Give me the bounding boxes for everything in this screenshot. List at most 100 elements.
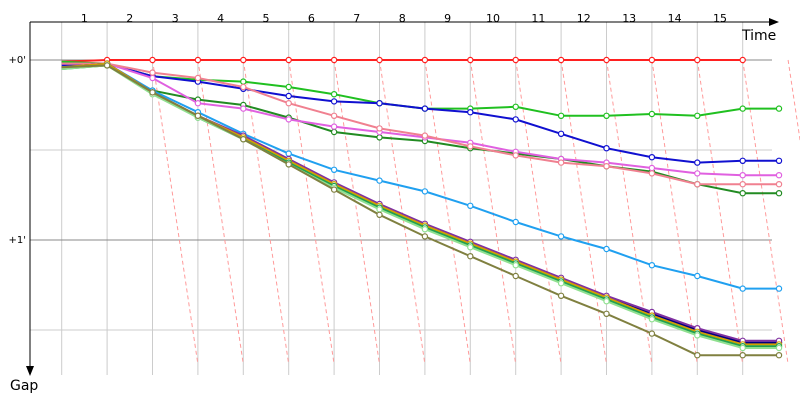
y-tick-label: +1': [9, 235, 27, 246]
y-axis-arrow: [26, 366, 34, 376]
lap-guide-line: [379, 59, 426, 365]
lap-guide-line: [469, 59, 517, 365]
data-point: [467, 108, 474, 116]
data-point: [330, 123, 338, 130]
data-point: [330, 112, 338, 120]
data-point: [194, 99, 202, 107]
data-point: [648, 330, 656, 337]
series-1: [61, 60, 783, 120]
data-point: [512, 152, 519, 159]
series-0: [61, 56, 746, 64]
data-point: [421, 225, 429, 233]
data-point: [557, 233, 565, 240]
data-point: [330, 186, 338, 193]
series-line: [61, 62, 780, 346]
data-point: [285, 92, 292, 100]
data-point: [648, 316, 656, 323]
data-point: [376, 99, 383, 107]
data-point: [149, 89, 156, 96]
data-point: [421, 188, 429, 195]
series-6: [61, 60, 783, 292]
x-tick-label: 11: [531, 12, 545, 25]
data-point: [775, 157, 783, 164]
data-point: [467, 56, 474, 64]
data-point: [648, 56, 656, 64]
data-point: [240, 56, 247, 64]
x-tick-label: 14: [668, 12, 682, 25]
data-point: [603, 144, 610, 152]
lap-guide-lines: [152, 59, 800, 365]
series-5: [61, 60, 783, 188]
data-point: [240, 83, 247, 91]
lap-guide-line: [787, 59, 800, 144]
data-point: [376, 134, 383, 141]
data-point: [194, 74, 202, 82]
x-tick-label: 1: [81, 12, 88, 25]
data-point: [240, 105, 247, 112]
data-point: [694, 159, 701, 166]
data-point: [557, 56, 565, 64]
data-point: [739, 189, 746, 197]
x-tick-label: 2: [126, 12, 133, 25]
data-point: [376, 177, 383, 184]
series-line: [61, 62, 780, 342]
series-lines: [61, 56, 783, 359]
x-tick-label: 12: [577, 12, 591, 25]
data-point: [376, 206, 383, 213]
data-point: [775, 105, 783, 112]
data-point: [739, 344, 746, 352]
data-point: [421, 56, 429, 64]
axes: Time Gap: [10, 18, 779, 394]
data-point: [330, 56, 338, 64]
x-tick-label: 15: [713, 12, 727, 25]
data-point: [512, 56, 519, 64]
series-3: [61, 62, 783, 197]
data-point: [467, 202, 474, 209]
data-point: [421, 233, 429, 240]
lap-guide-line: [197, 59, 244, 365]
data-point: [739, 157, 746, 164]
data-point: [739, 180, 746, 188]
series-2: [61, 60, 783, 166]
data-point: [285, 116, 292, 123]
lap-guide-line: [606, 59, 653, 365]
data-point: [330, 166, 338, 173]
lap-guide-line: [424, 59, 471, 365]
data-point: [467, 143, 474, 150]
data-point: [557, 159, 565, 166]
data-point: [194, 56, 202, 64]
data-point: [467, 243, 474, 251]
data-point: [103, 62, 111, 69]
series-line: [61, 62, 780, 177]
series-line: [61, 62, 780, 186]
data-point: [330, 128, 338, 136]
data-point: [694, 56, 701, 64]
x-tick-label: 13: [622, 12, 636, 25]
data-point: [512, 272, 519, 280]
data-point: [557, 112, 565, 120]
data-point: [512, 116, 519, 123]
data-point: [194, 112, 202, 120]
data-point: [285, 150, 292, 157]
data-point: [149, 74, 156, 82]
data-point: [376, 125, 383, 132]
data-point: [648, 262, 656, 269]
lap-guide-line: [742, 59, 789, 365]
data-point: [376, 56, 383, 64]
lap-guide-line: [560, 59, 607, 365]
data-point: [775, 189, 783, 197]
x-tick-label: 10: [486, 12, 500, 25]
data-point: [694, 272, 701, 280]
x-tick-label: 6: [308, 12, 315, 25]
data-point: [739, 352, 746, 359]
data-point: [775, 344, 783, 352]
data-point: [330, 98, 338, 105]
data-point: [512, 262, 519, 269]
data-point: [421, 105, 429, 112]
data-point: [648, 110, 656, 118]
y-tick-labels: +0' +1': [9, 55, 27, 246]
data-point: [467, 253, 474, 260]
data-point: [739, 105, 746, 112]
data-point: [603, 245, 610, 253]
